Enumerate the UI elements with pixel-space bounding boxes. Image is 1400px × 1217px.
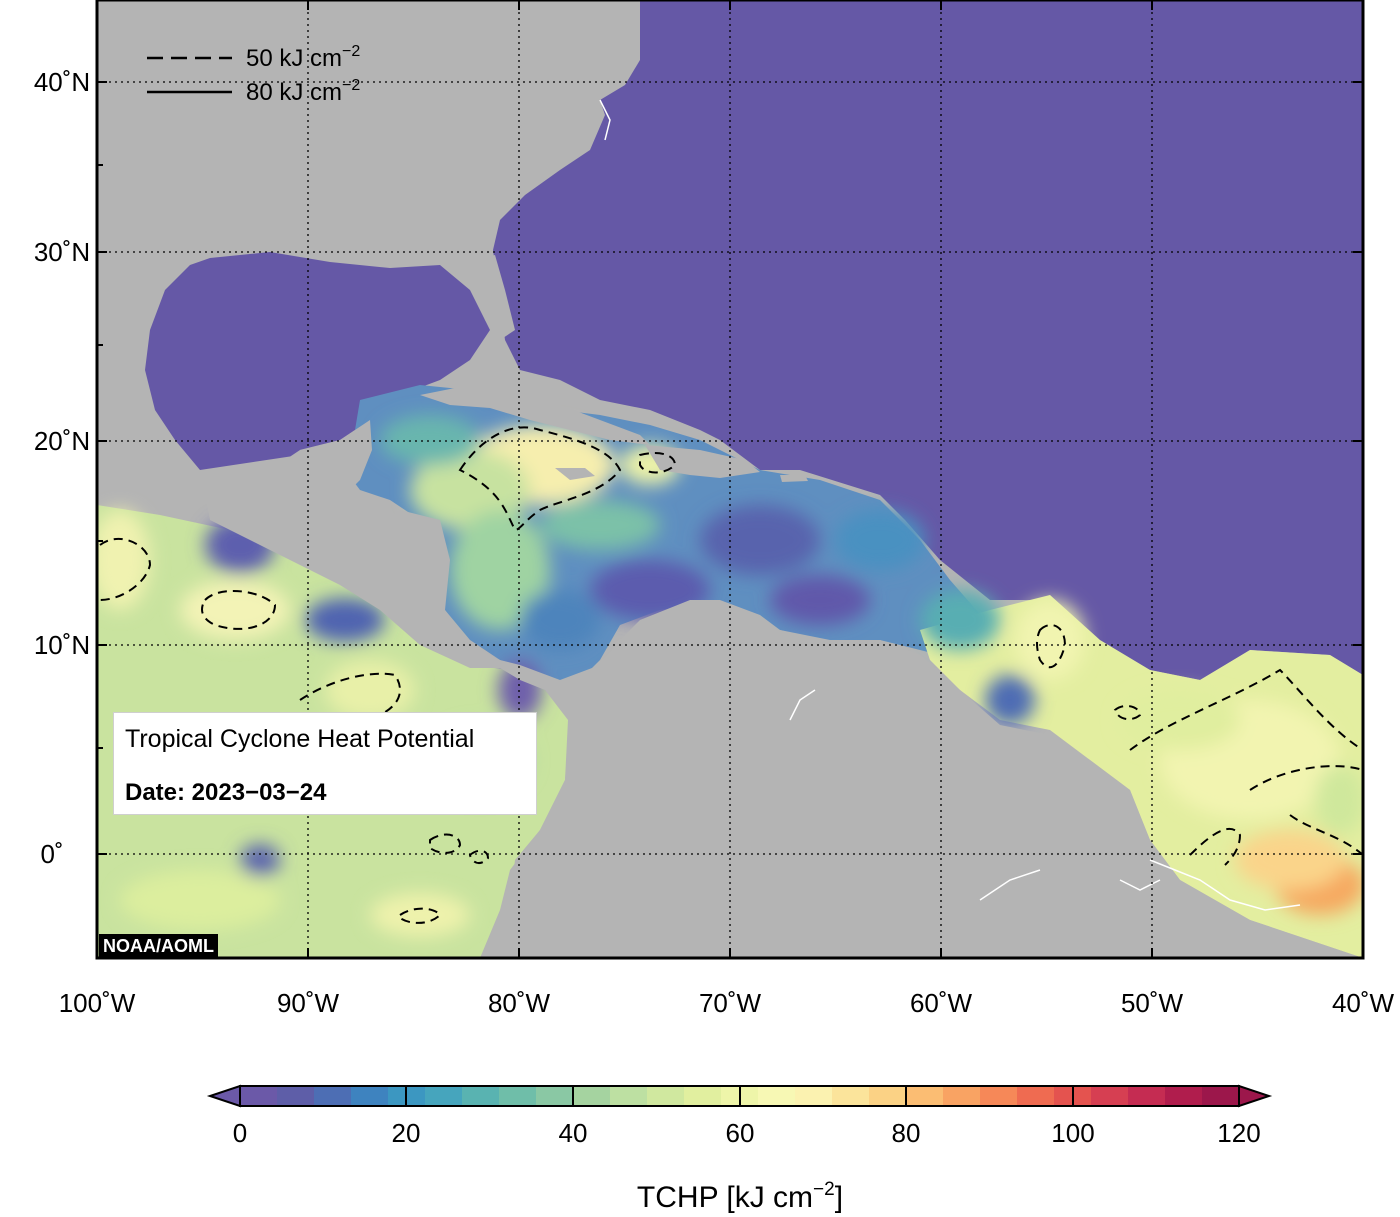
contour-50 (99, 426, 1363, 924)
colorbar-segment (610, 1086, 648, 1106)
rivers-and-coast (599, 99, 1301, 911)
credit-label: NOAA/AOML (99, 934, 218, 958)
colorbar-segment (240, 1086, 278, 1106)
colorbar-segment (1128, 1086, 1166, 1106)
lon-label-90w: 90˚W (277, 988, 340, 1018)
colorbar-label-40: 40 (559, 1118, 588, 1148)
colorbar-segment (906, 1086, 944, 1106)
lon-label-40w: 40˚W (1332, 988, 1395, 1018)
longitude-labels: 100˚W 90˚W 80˚W 70˚W 60˚W 50˚W 40˚W (59, 988, 1395, 1018)
colorbar-segment (536, 1086, 574, 1106)
colorbar-label-20: 20 (392, 1118, 421, 1148)
colorbar: 0 20 40 60 80 100 120 TCHP [kJ cm−2] (206, 1084, 1273, 1214)
lat-label-20n: 20˚N (34, 426, 90, 456)
colorbar-segment (314, 1086, 352, 1106)
legend-50-label: 50 kJ cm−2 (246, 43, 360, 72)
colorbar-label-120: 120 (1217, 1118, 1260, 1148)
colorbar-high-arrow (1238, 1084, 1273, 1108)
colorbar-segment (832, 1086, 870, 1106)
latitude-labels: 40˚N 30˚N 20˚N 10˚N 0˚ (34, 67, 90, 869)
atlantic-ocean (493, 0, 1363, 680)
lat-label-0: 0˚ (40, 839, 63, 869)
colorbar-segment (758, 1086, 796, 1106)
colorbar-label-60: 60 (726, 1118, 755, 1148)
info-title: Tropical Cyclone Heat Potential (125, 725, 475, 753)
lon-label-50w: 50˚W (1121, 988, 1184, 1018)
colorbar-segment (795, 1086, 833, 1106)
colorbar-segment (277, 1086, 315, 1106)
colorbar-segment (1017, 1086, 1055, 1106)
lon-label-80w: 80˚W (488, 988, 551, 1018)
colorbar-ticks (239, 1086, 1240, 1106)
lat-label-40n: 40˚N (34, 67, 90, 97)
lon-label-60w: 60˚W (910, 988, 973, 1018)
colorbar-segment (647, 1086, 685, 1106)
contour-legend: 50 kJ cm−2 80 kJ cm−2 (147, 43, 360, 106)
colorbar-segment (499, 1086, 537, 1106)
colorbar-segments (240, 1086, 1240, 1106)
colorbar-segment (869, 1086, 907, 1106)
colorbar-label-0: 0 (233, 1118, 247, 1148)
legend-80-label: 80 kJ cm−2 (246, 77, 360, 106)
colorbar-segment (1202, 1086, 1240, 1106)
colorbar-label-80: 80 (892, 1118, 921, 1148)
colorbar-segment (684, 1086, 722, 1106)
colorbar-segment (943, 1086, 981, 1106)
colorbar-segment (1165, 1086, 1203, 1106)
colorbar-segment (980, 1086, 1018, 1106)
lat-label-10n: 10˚N (34, 630, 90, 660)
map-area (97, 0, 1363, 958)
gulf-of-mexico (145, 252, 490, 480)
lat-label-30n: 30˚N (34, 237, 90, 267)
colorbar-segment (425, 1086, 463, 1106)
axis-ticks (97, 0, 1363, 958)
colorbar-label-100: 100 (1051, 1118, 1094, 1148)
colorbar-segment (462, 1086, 500, 1106)
colorbar-low-arrow (206, 1084, 241, 1108)
colorbar-segment (1091, 1086, 1129, 1106)
lon-label-100w: 100˚W (59, 988, 136, 1018)
land-masses (200, 255, 1363, 958)
lon-label-70w: 70˚W (699, 988, 762, 1018)
colorbar-segment (573, 1086, 611, 1106)
info-date: Date: 2023−03−24 (125, 779, 327, 806)
colorbar-segment (351, 1086, 389, 1106)
colorbar-title: TCHP [kJ cm−2] (637, 1179, 843, 1214)
info-box: Tropical Cyclone Heat Potential Date: 20… (113, 712, 537, 815)
